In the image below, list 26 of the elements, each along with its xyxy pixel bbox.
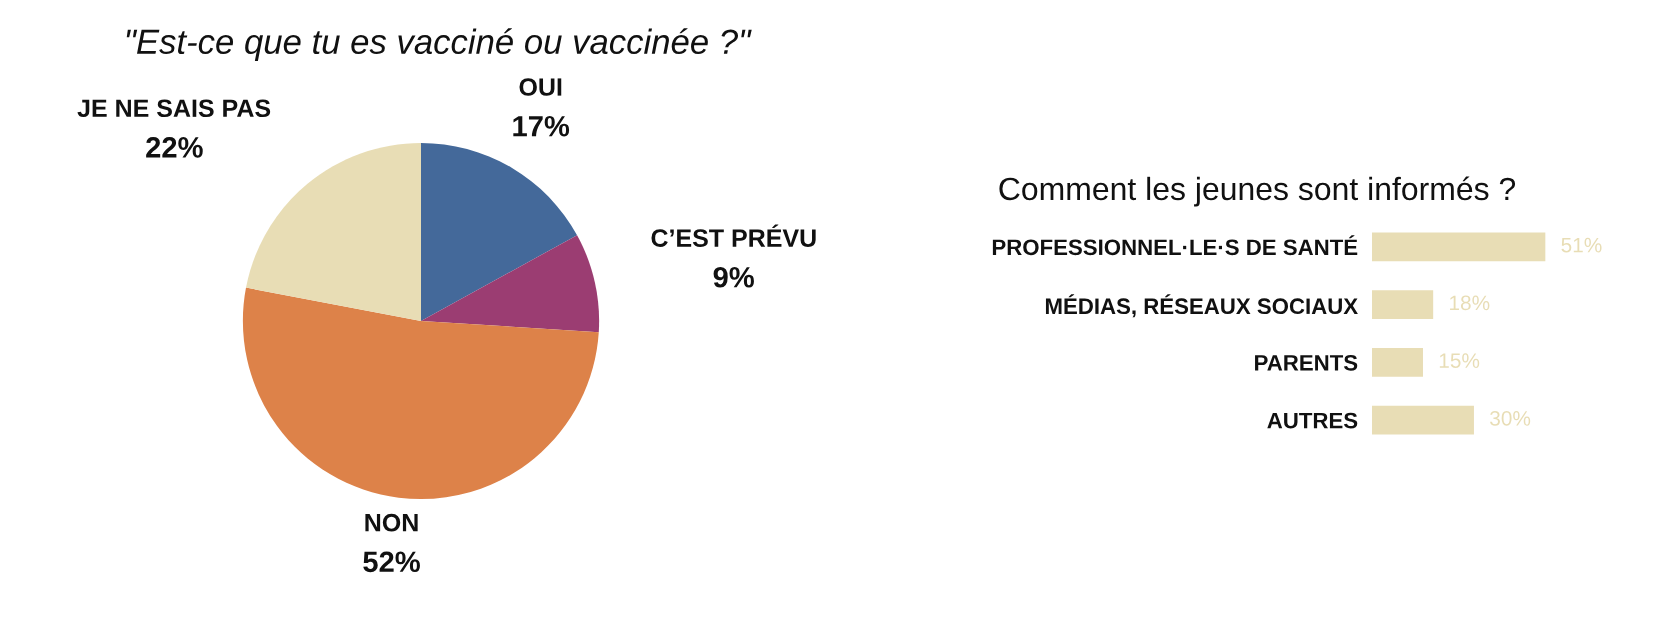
pie-slice	[421, 235, 600, 333]
slice-label: JE NE SAIS PAS	[77, 99, 271, 118]
bar	[1372, 405, 1474, 435]
y-tick-label: PARENTS	[1255, 354, 1358, 371]
bar	[1372, 347, 1423, 377]
slice-label: OUI	[519, 78, 562, 96]
data-label: 17%	[513, 115, 570, 137]
slice-label: NON	[365, 513, 418, 532]
y-tick-label: MÉDIAS, RÉSEAUX SOCIAUX	[1045, 294, 1358, 318]
pie-slice	[242, 287, 599, 500]
y-tick-label: AUTRES	[1267, 412, 1358, 429]
y-tick-label: PROFESSIONNEL·LE·S DE SANTÉ	[992, 235, 1358, 256]
data-label: 22%	[146, 137, 203, 158]
pie-slice	[246, 142, 421, 321]
data-label: 51%	[1561, 237, 1602, 253]
data-label: 52%	[363, 551, 420, 573]
data-label: 9%	[713, 266, 754, 288]
data-label: 30%	[1490, 410, 1531, 426]
chart-title: "Est-ce que tu es vacciné ou vaccinée ?"	[126, 28, 752, 61]
slice-label: C’EST PRÉVU	[651, 224, 816, 247]
pie-slice	[421, 142, 578, 321]
data-label: 18%	[1450, 295, 1490, 311]
chart-title: Comment les jeunes sont informés ?	[999, 176, 1516, 207]
data-label: 15%	[1439, 353, 1480, 368]
bar	[1372, 290, 1434, 320]
bar	[1372, 232, 1546, 262]
